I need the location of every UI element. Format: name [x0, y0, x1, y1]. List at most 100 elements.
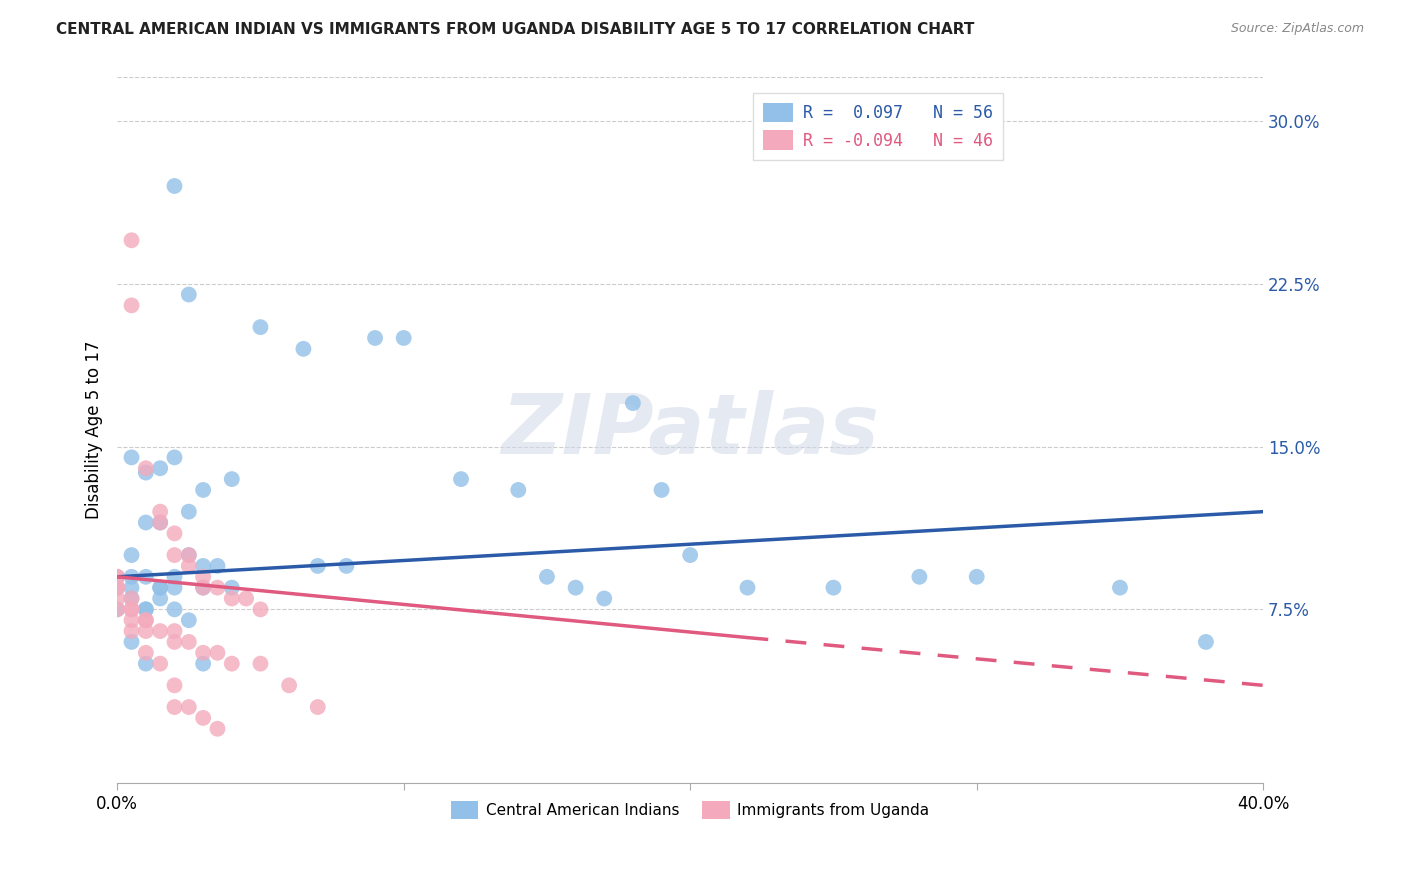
Point [177, 548, 200, 562]
Point [177, 287, 200, 301]
Point [121, 591, 143, 606]
Point [149, 624, 172, 638]
Point [121, 602, 143, 616]
Point [135, 602, 157, 616]
Point [105, 581, 128, 595]
Point [249, 657, 271, 671]
Point [508, 483, 530, 497]
Point [191, 711, 214, 725]
Point [207, 581, 229, 595]
Point [564, 581, 586, 595]
Point [105, 570, 128, 584]
Point [163, 678, 186, 692]
Point [121, 602, 143, 616]
Legend: Central American Indians, Immigrants from Uganda: Central American Indians, Immigrants fro… [444, 795, 936, 825]
Point [163, 700, 186, 714]
Point [121, 450, 143, 465]
Point [149, 581, 172, 595]
Point [149, 581, 172, 595]
Point [135, 461, 157, 475]
Point [364, 331, 387, 345]
Point [177, 700, 200, 714]
Point [121, 624, 143, 638]
Point [135, 602, 157, 616]
Point [121, 591, 143, 606]
Point [1109, 581, 1132, 595]
Point [163, 602, 186, 616]
Point [221, 591, 243, 606]
Point [292, 342, 315, 356]
Point [135, 657, 157, 671]
Point [737, 581, 759, 595]
Point [135, 624, 157, 638]
Point [221, 657, 243, 671]
Point [249, 602, 271, 616]
Text: CENTRAL AMERICAN INDIAN VS IMMIGRANTS FROM UGANDA DISABILITY AGE 5 TO 17 CORRELA: CENTRAL AMERICAN INDIAN VS IMMIGRANTS FR… [56, 22, 974, 37]
Point [163, 548, 186, 562]
Point [335, 558, 357, 573]
Point [149, 591, 172, 606]
Point [221, 472, 243, 486]
Point [207, 646, 229, 660]
Point [177, 505, 200, 519]
Point [135, 570, 157, 584]
Point [149, 516, 172, 530]
Point [621, 396, 644, 410]
Y-axis label: Disability Age 5 to 17: Disability Age 5 to 17 [86, 341, 103, 519]
Point [163, 581, 186, 595]
Point [135, 466, 157, 480]
Point [278, 678, 301, 692]
Point [105, 570, 128, 584]
Point [593, 591, 616, 606]
Point [392, 331, 415, 345]
Point [135, 516, 157, 530]
Point [177, 613, 200, 627]
Text: Source: ZipAtlas.com: Source: ZipAtlas.com [1230, 22, 1364, 36]
Point [121, 635, 143, 649]
Point [966, 570, 988, 584]
Point [105, 602, 128, 616]
Point [121, 233, 143, 247]
Point [121, 298, 143, 312]
Point [121, 581, 143, 595]
Point [307, 558, 329, 573]
Point [121, 548, 143, 562]
Point [163, 450, 186, 465]
Point [450, 472, 472, 486]
Point [191, 581, 214, 595]
Point [121, 613, 143, 627]
Point [105, 602, 128, 616]
Point [908, 570, 931, 584]
Point [651, 483, 673, 497]
Point [149, 461, 172, 475]
Point [191, 646, 214, 660]
Point [177, 635, 200, 649]
Point [163, 635, 186, 649]
Point [1195, 635, 1218, 649]
Point [121, 570, 143, 584]
Point [191, 570, 214, 584]
Point [177, 548, 200, 562]
Point [163, 179, 186, 194]
Point [163, 526, 186, 541]
Point [191, 483, 214, 497]
Point [105, 581, 128, 595]
Point [191, 558, 214, 573]
Point [679, 548, 702, 562]
Point [149, 505, 172, 519]
Point [177, 558, 200, 573]
Point [207, 558, 229, 573]
Text: ZIPatlas: ZIPatlas [502, 390, 879, 471]
Point [135, 613, 157, 627]
Point [163, 624, 186, 638]
Point [135, 646, 157, 660]
Point [163, 570, 186, 584]
Point [105, 591, 128, 606]
Point [221, 581, 243, 595]
Point [823, 581, 845, 595]
Point [191, 581, 214, 595]
Point [191, 657, 214, 671]
Point [235, 591, 257, 606]
Point [149, 516, 172, 530]
Point [536, 570, 558, 584]
